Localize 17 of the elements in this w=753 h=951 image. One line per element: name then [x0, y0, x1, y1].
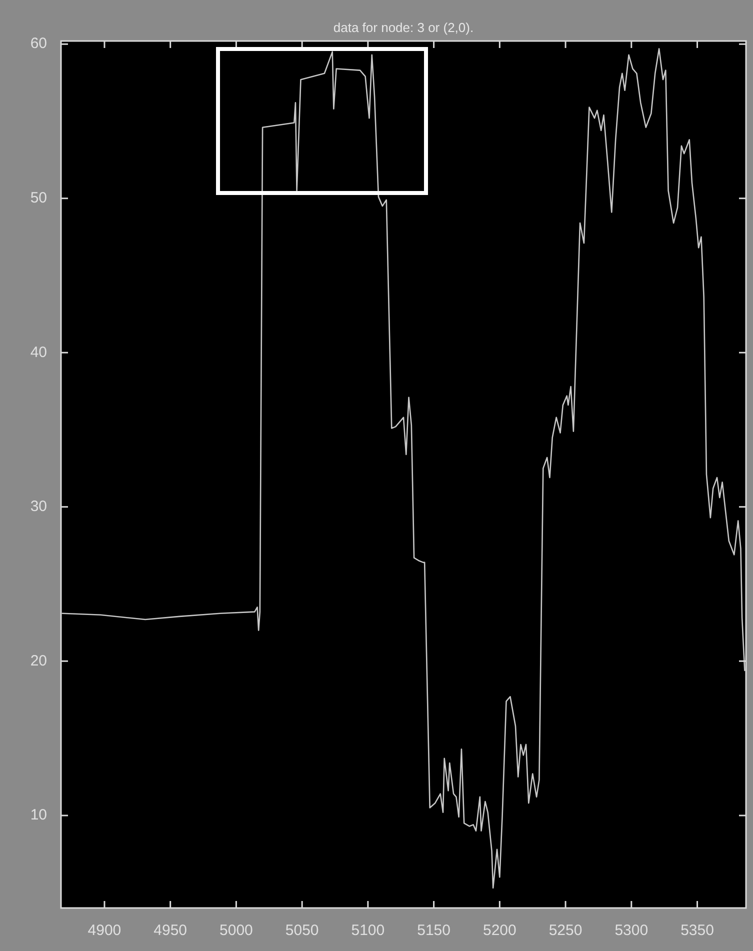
y-tick-label: 30	[30, 498, 47, 516]
y-tick-label: 10	[30, 806, 47, 824]
x-tick-label: 5300	[614, 922, 648, 940]
x-tick-label: 5150	[417, 922, 450, 940]
y-tick-label: 60	[30, 35, 47, 52]
y-tick-label: 50	[30, 189, 47, 206]
x-tick-label: 5100	[351, 922, 385, 940]
x-tick-label: 5350	[680, 922, 714, 940]
x-tick-label: 4900	[88, 922, 122, 940]
x-tick-label: 5200	[482, 922, 516, 940]
x-tick-label: 5250	[548, 922, 582, 940]
x-tick-label: 4950	[154, 922, 188, 940]
chart-title: data for node: 3 or (2,0).	[332, 20, 475, 35]
y-tick-label: 20	[30, 652, 47, 670]
y-tick-label: 40	[30, 344, 47, 361]
x-tick-label: 5000	[220, 922, 253, 940]
x-tick-label: 5050	[285, 922, 319, 940]
